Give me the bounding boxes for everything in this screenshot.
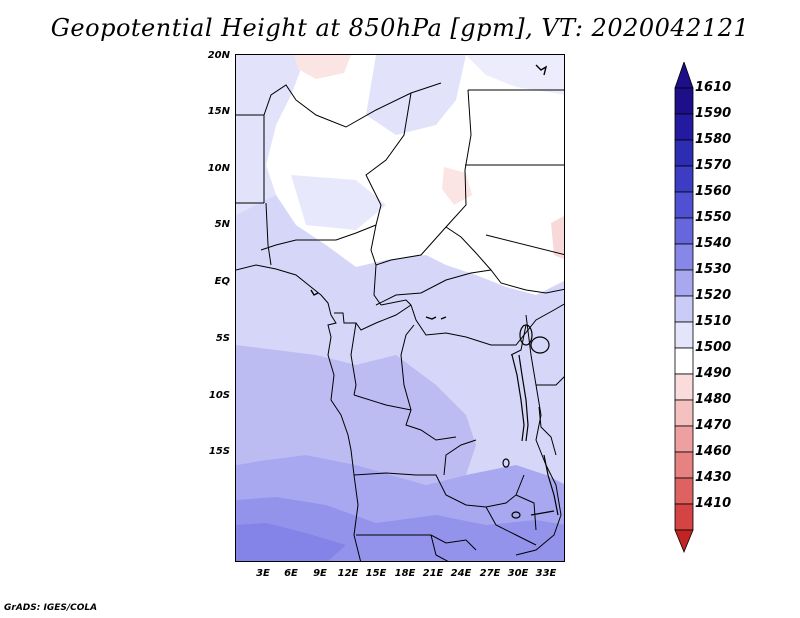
geopotential-field xyxy=(236,55,564,561)
lon-label-6e: 6E xyxy=(284,568,298,579)
lon-label-27e: 27E xyxy=(479,568,501,579)
color-bar xyxy=(674,62,694,554)
lat-label-5s: 5S xyxy=(215,333,230,344)
chart-title: Geopotential Height at 850hPa [gpm], VT:… xyxy=(50,14,750,42)
color-bar-top-arrow xyxy=(674,62,694,89)
legend-label: 1480 xyxy=(695,392,732,407)
color-bar-segment xyxy=(674,399,694,427)
color-bar-legend: 1610 1590 1580 1570 1560 1550 1540 1530 … xyxy=(672,62,792,558)
country-borders xyxy=(236,82,564,561)
lat-label-10s: 10S xyxy=(208,390,230,401)
lat-label-eq: EQ xyxy=(214,276,230,287)
lat-label-5n: 5N xyxy=(214,219,230,230)
color-bar-segment xyxy=(674,139,694,167)
lon-label-12e: 12E xyxy=(337,568,359,579)
lon-label-18e: 18E xyxy=(394,568,416,579)
field-1500-north xyxy=(294,55,351,79)
color-bar-segment xyxy=(674,321,694,349)
color-bar-bottom-arrow xyxy=(674,529,694,554)
legend-label: 1500 xyxy=(695,340,732,355)
legend-label: 1470 xyxy=(695,418,732,433)
legend-label: 1520 xyxy=(695,288,732,303)
lon-label-30e: 30E xyxy=(507,568,529,579)
color-bar-segment xyxy=(674,269,694,297)
legend-label: 1550 xyxy=(695,210,732,225)
legend-label: 1530 xyxy=(695,262,732,277)
lon-label-15e: 15E xyxy=(365,568,387,579)
field-1500-southeast xyxy=(551,216,564,260)
legend-label: 1570 xyxy=(695,158,732,173)
field-1500-east xyxy=(442,167,472,205)
color-bar-segment xyxy=(674,347,694,375)
field-north-band xyxy=(466,55,564,95)
lat-label-20n: 20N xyxy=(207,50,230,61)
coast-details xyxy=(310,64,548,320)
lat-label-15n: 15N xyxy=(207,106,230,117)
legend-label: 1430 xyxy=(695,470,732,485)
lon-label-21e: 21E xyxy=(422,568,444,579)
legend-label: 1540 xyxy=(695,236,732,251)
legend-label: 1410 xyxy=(695,496,732,511)
color-bar-segment xyxy=(674,477,694,505)
legend-label: 1590 xyxy=(695,106,732,121)
field-north-patch xyxy=(366,55,466,135)
field-1510-region xyxy=(266,55,564,295)
lon-label-33e: 33E xyxy=(535,568,557,579)
field-west-sahel xyxy=(236,55,306,215)
color-bar-segment xyxy=(674,451,694,479)
color-bar-segment xyxy=(674,87,694,115)
color-bar-segment xyxy=(674,191,694,219)
color-bar-segment xyxy=(674,243,694,271)
color-bar-segment xyxy=(674,113,694,141)
color-bar-segment xyxy=(674,295,694,323)
grads-credit: GrADS: IGES/COLA xyxy=(4,603,98,613)
lakes xyxy=(502,324,559,519)
legend-label: 1580 xyxy=(695,132,732,147)
color-bar-segment xyxy=(674,425,694,453)
legend-label: 1460 xyxy=(695,444,732,459)
legend-label: 1490 xyxy=(695,366,732,381)
legend-label: 1560 xyxy=(695,184,732,199)
lat-label-10n: 10N xyxy=(207,163,230,174)
color-bar-segment xyxy=(674,217,694,245)
field-1530-band xyxy=(236,345,476,485)
color-bar-segment xyxy=(674,503,694,531)
field-1560-patch xyxy=(236,523,346,561)
lon-label-24e: 24E xyxy=(450,568,472,579)
color-bar-segment xyxy=(674,165,694,193)
legend-label: 1510 xyxy=(695,314,732,329)
lon-label-9e: 9E xyxy=(313,568,327,579)
field-central-patch xyxy=(291,175,386,230)
legend-label: 1610 xyxy=(695,80,732,95)
color-bar-segment xyxy=(674,373,694,401)
lon-label-3e: 3E xyxy=(256,568,270,579)
map-panel xyxy=(235,54,565,562)
lat-label-15s: 15S xyxy=(208,446,230,457)
